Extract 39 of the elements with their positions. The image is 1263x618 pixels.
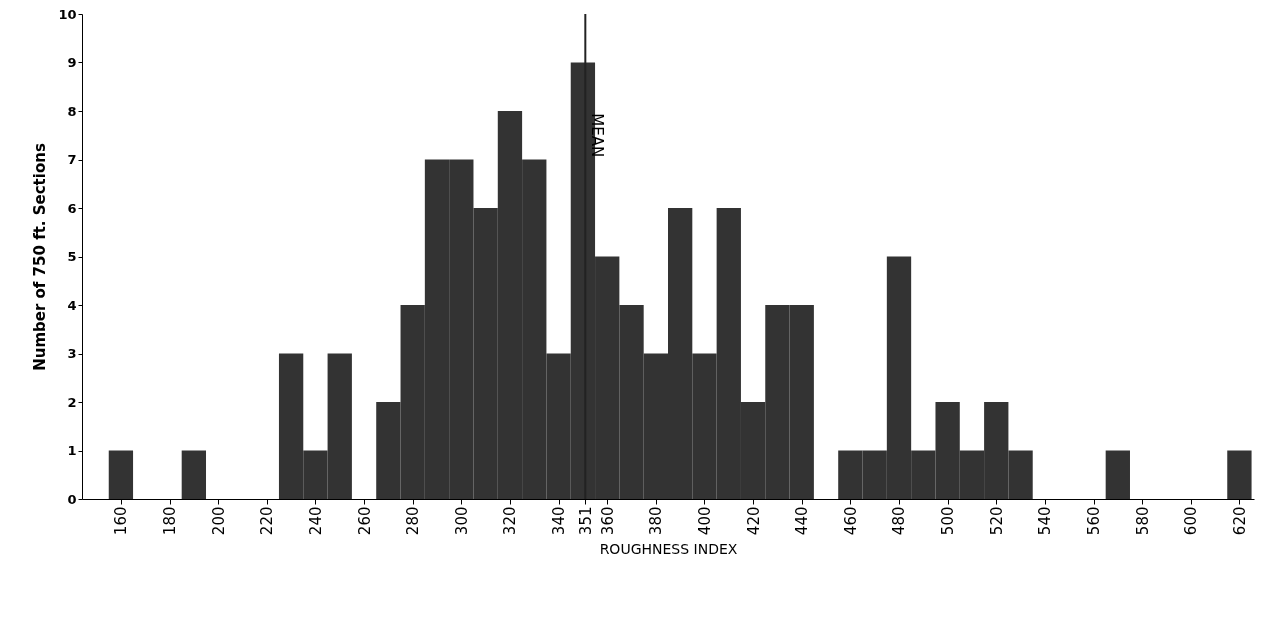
x-tick-label: 540 bbox=[1036, 506, 1055, 536]
x-tick-label: 520 bbox=[987, 506, 1006, 536]
x-axis-title: ROUGHNESS INDEX bbox=[599, 541, 738, 558]
y-tick-label: 2 bbox=[67, 394, 77, 410]
x-tick-label: 580 bbox=[1133, 506, 1152, 536]
x-tick-label: 300 bbox=[452, 506, 471, 536]
x-tick-label: 380 bbox=[647, 506, 666, 536]
x-tick-label: 240 bbox=[306, 506, 325, 536]
y-tick-label: 3 bbox=[67, 346, 77, 361]
x-tick-label: 420 bbox=[744, 506, 763, 536]
y-tick-label: 10 bbox=[58, 6, 77, 22]
y-tick-label: 0 bbox=[67, 491, 77, 507]
x-tick-label: 220 bbox=[258, 506, 277, 536]
y-tick-label: 4 bbox=[67, 297, 77, 313]
x-tick-label: 400 bbox=[695, 506, 714, 536]
ref-line-label: MEAN bbox=[588, 113, 607, 158]
x-tick-label: 460 bbox=[841, 506, 860, 536]
y-tick-label: 9 bbox=[67, 55, 77, 70]
x-tick-label: 620 bbox=[1230, 506, 1249, 536]
x-tick-label: 320 bbox=[501, 506, 520, 536]
y-tick-label: 5 bbox=[67, 249, 77, 264]
x-tick-label: 600 bbox=[1182, 506, 1201, 536]
y-tick-label: 8 bbox=[67, 103, 77, 119]
x-tick-label: 200 bbox=[209, 506, 228, 536]
x-tick-label: 160 bbox=[112, 506, 131, 536]
y-axis-title: Number of 750 ft. Sections bbox=[31, 143, 50, 371]
y-tick-label: 7 bbox=[67, 152, 77, 167]
x-tick-label: 500 bbox=[939, 506, 958, 536]
y-tick-label: 1 bbox=[67, 443, 77, 458]
x-tick-label: 280 bbox=[404, 506, 423, 536]
x-tick-label: 180 bbox=[161, 506, 180, 536]
x-tick-label: 560 bbox=[1085, 506, 1104, 536]
x-tick-label: 260 bbox=[355, 506, 374, 536]
x-tick-label: 480 bbox=[890, 506, 909, 536]
x-tick-label: 360 bbox=[598, 506, 617, 536]
x-tick-label: 351 bbox=[576, 506, 595, 536]
x-tick-label: 440 bbox=[793, 506, 812, 536]
y-tick-label: 6 bbox=[67, 200, 77, 216]
x-tick-label: 340 bbox=[550, 506, 569, 536]
